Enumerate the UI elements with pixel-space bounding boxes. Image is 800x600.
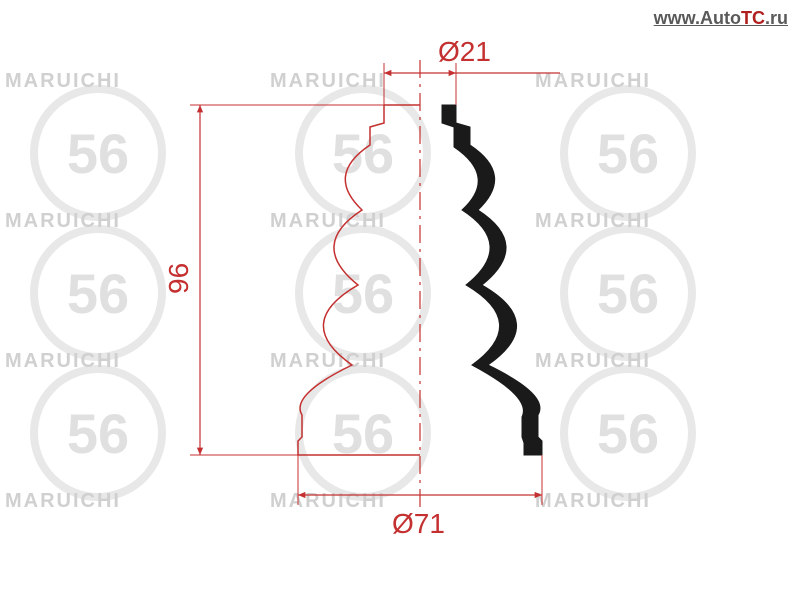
url-mid: TC bbox=[741, 8, 765, 28]
svg-text:Ø71: Ø71 bbox=[392, 508, 445, 539]
svg-text:Ø21: Ø21 bbox=[438, 36, 491, 67]
technical-drawing: Ø21 Ø71 96 bbox=[0, 0, 800, 600]
svg-text:96: 96 bbox=[163, 263, 194, 294]
url-suffix: .ru bbox=[765, 8, 788, 28]
source-url: www.AutoTC.ru bbox=[654, 8, 788, 29]
url-prefix: www.Auto bbox=[654, 8, 741, 28]
